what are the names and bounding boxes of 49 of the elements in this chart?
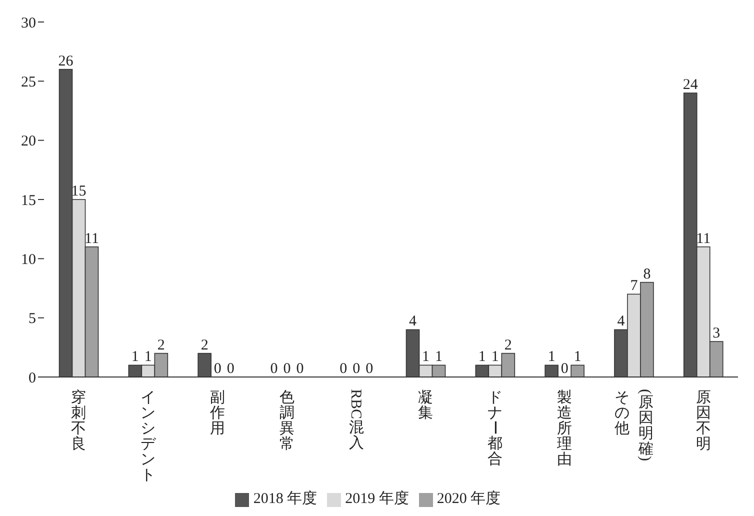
data-label: 2 xyxy=(200,337,208,354)
x-tick-label: 製造所理由 xyxy=(557,389,572,468)
data-label: 0 xyxy=(560,361,568,377)
y-tick-label: 5 xyxy=(28,311,36,328)
x-tick-label: 凝集 xyxy=(418,389,434,422)
data-label: 1 xyxy=(491,349,499,366)
data-label: 0 xyxy=(352,361,360,377)
y-tick-label: 25 xyxy=(21,74,36,90)
data-label: 4 xyxy=(409,314,418,330)
data-label: 1 xyxy=(478,349,486,366)
data-label: 11 xyxy=(696,230,711,247)
data-label: 0 xyxy=(283,361,291,377)
data-label: 1 xyxy=(422,349,430,366)
data-label: 2 xyxy=(504,337,512,354)
data-label: 0 xyxy=(270,361,278,377)
x-tick-label: 副作用 xyxy=(209,390,225,437)
data-label: 0 xyxy=(366,361,374,377)
data-label: 0 xyxy=(296,361,304,377)
y-tick-label: 30 xyxy=(21,15,36,32)
x-tick-label: ドナー都合 xyxy=(486,390,503,468)
x-tick-label: 色調異常 xyxy=(279,389,294,452)
x-tick-label: インシデント xyxy=(140,390,157,484)
data-label: 8 xyxy=(643,266,651,282)
data-label: 0 xyxy=(214,361,222,377)
data-label: 4 xyxy=(617,314,626,330)
y-tick-label: 15 xyxy=(21,192,36,209)
y-tick-label: 20 xyxy=(21,134,36,150)
data-label: 2 xyxy=(157,337,165,354)
x-tick-label: 原因不明 xyxy=(696,390,711,452)
data-label: 1 xyxy=(574,349,582,366)
data-label: 1 xyxy=(435,349,443,366)
data-label: 3 xyxy=(712,326,720,342)
x-tick-label: その他 (原因明確) xyxy=(614,389,654,461)
data-label: 7 xyxy=(630,278,638,294)
data-label: 26 xyxy=(58,53,74,70)
data-label: 24 xyxy=(682,77,698,93)
data-label: 1 xyxy=(548,349,556,366)
y-tick-label: 10 xyxy=(21,252,36,268)
data-label: 1 xyxy=(144,349,152,366)
y-tick-label: 0 xyxy=(28,370,36,386)
data-label: 11 xyxy=(84,230,99,247)
x-tick-label: 穿刺不良 xyxy=(71,389,86,452)
legend-label: 2019 年度 xyxy=(345,491,409,507)
data-label: 0 xyxy=(226,361,234,377)
data-label: 15 xyxy=(71,184,86,200)
legend-label: 2018 年度 xyxy=(253,491,318,507)
legend-label: 2020 年度 xyxy=(436,491,501,507)
data-label: 1 xyxy=(131,349,139,366)
data-label: 0 xyxy=(340,361,348,377)
